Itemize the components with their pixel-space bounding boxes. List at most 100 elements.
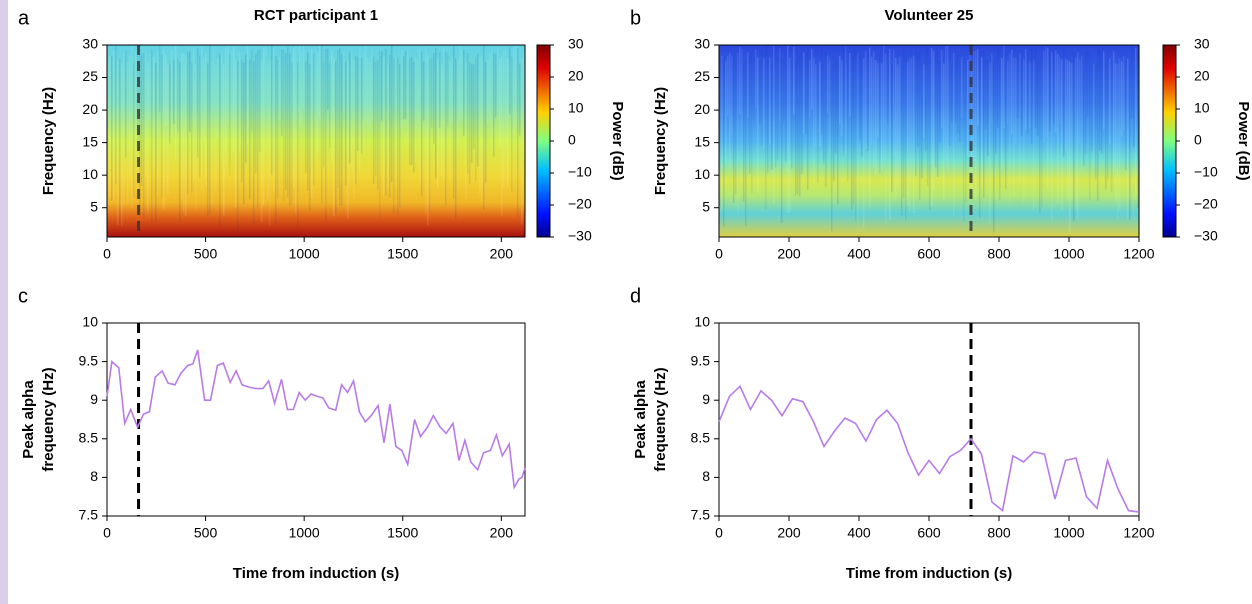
spectrogram-texture: [1129, 63, 1131, 221]
spectrogram-texture: [401, 49, 403, 131]
x-tick-label: 1000: [1053, 246, 1084, 262]
spectrogram-texture: [417, 61, 419, 123]
spectrogram-texture: [281, 49, 283, 136]
y-tick-label: 8: [90, 468, 98, 484]
spectrogram-texture: [757, 57, 759, 193]
spectrogram-texture: [1125, 60, 1127, 170]
spectrogram-texture: [981, 57, 983, 188]
spectrogram-texture: [1035, 49, 1037, 129]
colorbar-tick-label: 0: [1194, 132, 1202, 148]
spectrogram-texture: [435, 48, 437, 179]
spectrogram-texture: [147, 62, 149, 212]
spectrogram-texture: [1087, 49, 1089, 118]
spectrogram-texture: [991, 53, 993, 125]
spectrogram-texture: [999, 48, 1001, 200]
spectrogram-texture: [301, 51, 303, 126]
spectrogram-texture: [857, 53, 859, 224]
spectrogram-texture: [985, 59, 987, 129]
spectrogram-texture: [747, 52, 749, 118]
x-tick-label: 0: [715, 525, 723, 541]
spectrogram-texture: [731, 55, 733, 135]
spectrogram-texture: [227, 46, 229, 124]
spectrogram-texture: [377, 59, 379, 190]
spectrogram-texture: [801, 48, 803, 175]
spectrogram-texture: [183, 52, 185, 213]
spectrogram-texture: [257, 50, 259, 209]
spectrogram-texture: [167, 63, 169, 195]
spectrogram-texture: [519, 63, 521, 136]
spectrogram-texture: [217, 58, 219, 140]
spectrogram-texture: [187, 51, 189, 194]
spectrogram-texture: [387, 64, 389, 189]
spectrogram-texture: [725, 60, 727, 165]
spectrogram-texture: [277, 59, 279, 199]
colorbar-tick-label: 30: [568, 36, 584, 52]
spectrogram-texture: [739, 46, 741, 115]
spectrogram-texture: [331, 50, 333, 162]
spectrogram-texture: [943, 63, 945, 201]
y-axis-label: Frequency (Hz): [652, 87, 669, 195]
spectrogram-texture: [499, 58, 501, 148]
spectrogram-texture: [355, 56, 357, 185]
spectrogram-texture: [1093, 64, 1095, 168]
spectrogram-texture: [291, 63, 293, 205]
spectrogram-texture: [893, 50, 895, 157]
spectrogram-texture: [1043, 50, 1045, 143]
spectrogram-texture: [841, 59, 843, 136]
spectrogram-texture: [259, 48, 261, 152]
spectrogram-texture: [285, 53, 287, 191]
spectrogram-texture: [987, 60, 989, 156]
spectrogram-texture: [179, 62, 181, 222]
spectrogram-texture: [521, 58, 523, 225]
spectrogram-texture: [921, 63, 923, 179]
y-tick-label: 7.5: [691, 507, 711, 523]
x-tick-label: 200: [490, 246, 514, 262]
y-tick-label: 25: [82, 68, 98, 84]
spectrogram-texture: [407, 50, 409, 145]
spectrogram-texture: [247, 46, 249, 146]
spectrogram-texture: [113, 49, 115, 202]
spectrogram-texture: [1133, 64, 1135, 148]
spectrogram-texture: [177, 58, 179, 132]
spectrogram-texture: [769, 57, 771, 145]
spectrogram-texture: [973, 51, 975, 162]
y-axis-label: Peak alpha: [20, 380, 37, 459]
spectrogram-texture: [191, 62, 193, 193]
spectrogram-texture: [361, 57, 363, 154]
spectrogram-texture: [995, 58, 997, 154]
spectrogram-texture: [1123, 56, 1125, 131]
spectrogram-texture: [1023, 59, 1025, 204]
spectrogram-texture: [213, 47, 215, 115]
spectrogram-texture: [829, 59, 831, 158]
spectrogram-texture: [349, 52, 351, 164]
spectrogram-texture: [389, 55, 391, 198]
spectrogram-texture: [1071, 63, 1073, 201]
spectrogram-texture: [207, 63, 209, 216]
spectrogram-texture: [197, 48, 199, 158]
spectrogram-texture: [135, 50, 137, 155]
spectrogram-texture: [1065, 59, 1067, 151]
spectrogram-texture: [1099, 48, 1101, 151]
spectrogram-texture: [1111, 60, 1113, 193]
spectrogram-texture: [891, 63, 893, 193]
spectrogram-texture: [901, 64, 903, 216]
spectrogram-texture: [989, 62, 991, 224]
spectrogram-texture: [1049, 48, 1051, 132]
spectrogram-texture: [469, 62, 471, 184]
spectrogram-texture: [385, 48, 387, 196]
spectrogram-texture: [169, 64, 171, 144]
spectrogram-texture: [313, 53, 315, 186]
spectrogram-texture: [967, 60, 969, 157]
spectrogram-texture: [157, 50, 159, 196]
spectrogram-texture: [793, 46, 795, 115]
colorbar-tick-label: 20: [1194, 68, 1210, 84]
spectrogram-texture: [763, 58, 765, 150]
spectrogram-texture: [723, 58, 725, 227]
spectrogram-texture: [953, 52, 955, 218]
spectrogram-texture: [875, 60, 877, 176]
spectrogram-texture: [1095, 64, 1097, 180]
spectrogram-texture: [133, 63, 135, 198]
x-tick-label: 400: [847, 525, 871, 541]
spectrogram-texture: [145, 52, 147, 178]
spectrogram-texture: [855, 50, 857, 222]
